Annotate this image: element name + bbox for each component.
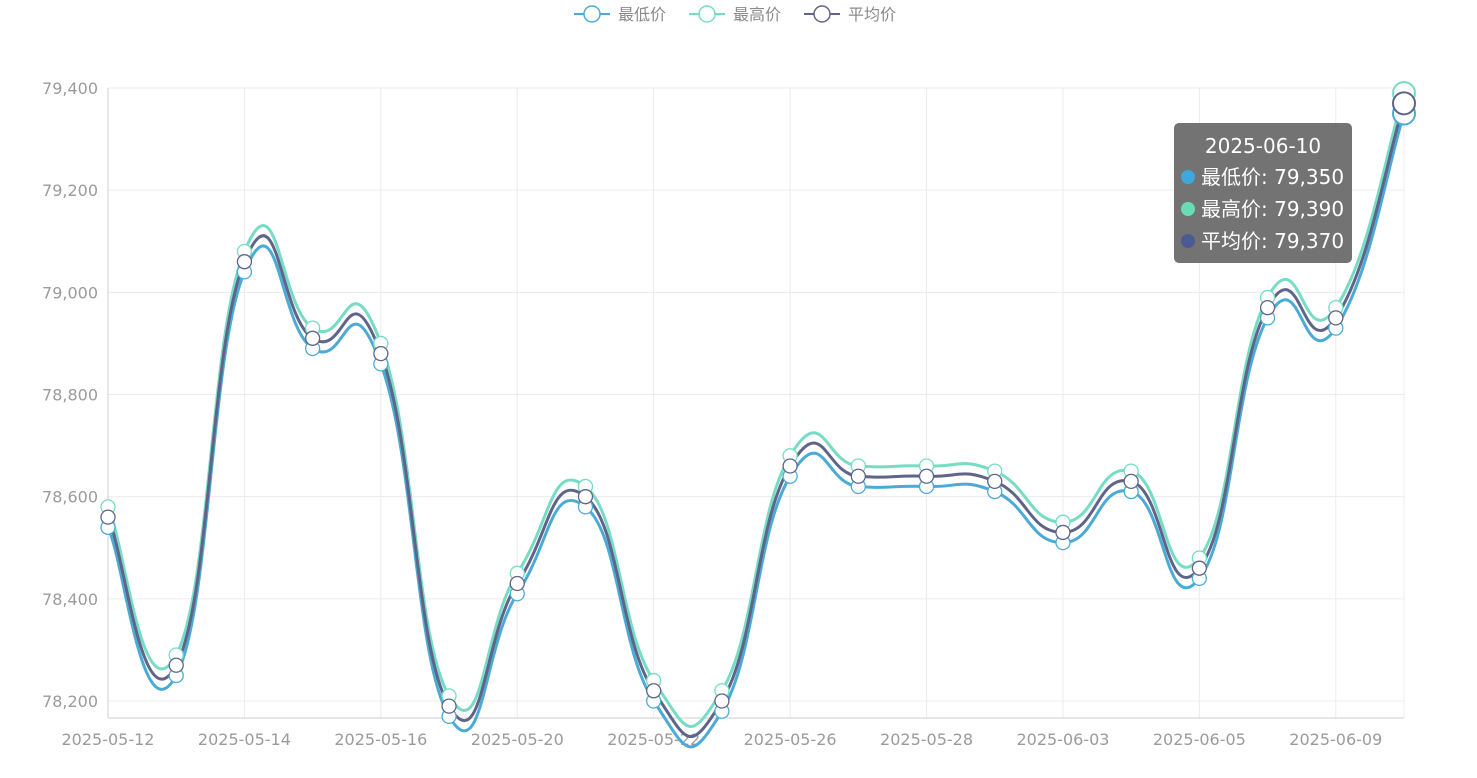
tooltip-dot-low [1181,170,1195,184]
tooltip-dot-avg [1181,234,1195,248]
data-point-avg [1259,300,1276,316]
tooltip-label-avg: 平均价: 79,370 [1201,229,1345,253]
tooltip-dot-high [1181,202,1195,216]
legend-marker-high [698,5,716,23]
data-point-avg [850,468,866,484]
data-point-avg [236,254,253,270]
x-tick-label: 2025-05-20 [471,730,564,749]
y-tick-label: 78,200 [42,692,98,711]
axes: 78,200 78,400 78,600 78,800 79,000 79,200 79,4… [42,79,1404,749]
data-point-avg [1055,524,1071,541]
data-point-avg [168,657,184,673]
legend[interactable]: 最低价 最高价 平均价 [574,5,896,24]
legend-item-avg[interactable]: 平均价 [804,5,896,24]
legend-item-high[interactable]: 最高价 [689,5,781,24]
tooltip-row-low: 最低价: 79,350 [1174,161,1352,193]
series-line-high [106,92,1406,728]
data-point-avg [577,489,594,505]
data-point-avg [304,330,321,346]
tooltip-label-low: 最低价: 79,350 [1201,165,1345,189]
x-tick-label: 2025-06-09 [1289,730,1382,749]
y-tick-label: 79,400 [42,79,98,98]
legend-marker-low [583,5,601,23]
legend-label-high: 最高价 [733,5,781,24]
x-tick-label: 2025-06-03 [1016,730,1109,749]
data-point-avg [987,473,1003,489]
x-tick-label: 2025-06-05 [1153,730,1246,749]
series-line-avg [106,102,1406,739]
data-point-avg [714,693,730,709]
y-tick-label: 79,000 [42,283,98,302]
x-tick-label: 2025-05-28 [880,730,973,749]
tooltip-title: 2025-06-10 [1204,134,1322,158]
series-line-low [106,113,1406,749]
tooltip-row-avg: 平均价: 79,370 [1174,225,1352,257]
legend-item-low[interactable]: 最低价 [574,5,666,24]
tooltip-row-high: 最高价: 79,390 [1174,193,1352,225]
legend-label-low: 最低价 [618,5,666,24]
series-lines [106,92,1406,749]
x-tick-label: 2025-05-16 [334,730,427,749]
tooltip-label-high: 最高价: 79,390 [1201,197,1345,221]
data-point-avg [918,468,935,484]
data-point-avg [509,575,525,592]
y-tick-label: 78,800 [42,386,98,405]
y-tick-label: 78,400 [42,590,98,609]
x-tick-label: 2025-05-26 [744,730,837,749]
data-point-avg [441,698,457,714]
legend-label-avg: 平均价 [848,5,896,24]
data-point-avg [1123,473,1139,489]
x-tick-label: 2025-05-12 [62,730,155,749]
data-point-avg [100,509,116,525]
data-point-avg [1392,91,1416,116]
series-markers [100,81,1416,724]
legend-marker-avg [813,5,831,23]
data-point-avg [782,458,798,474]
x-tick-label: 2025-05-14 [198,730,291,749]
y-tick-label: 78,600 [42,488,98,507]
data-point-avg [373,345,389,362]
data-point-avg [1191,560,1208,576]
y-tick-label: 79,200 [42,181,98,200]
data-tooltip: 2025-06-10 最低价: 79,350 最高价: 79,390 平均价: … [1174,123,1352,263]
grid-lines [108,87,1405,718]
data-point-avg [646,683,662,699]
data-point-avg [1328,310,1344,326]
